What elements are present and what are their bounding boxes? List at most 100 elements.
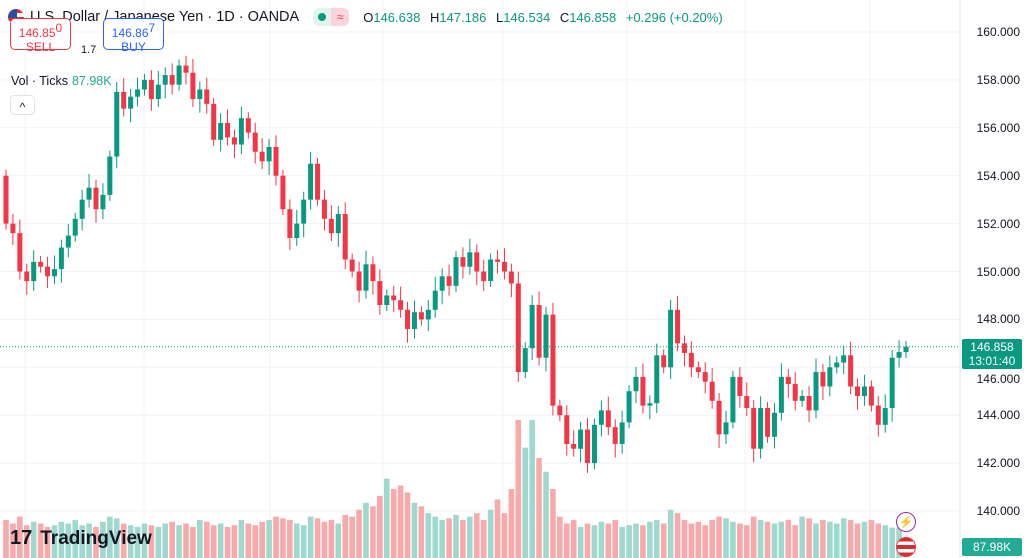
- lightning-icon[interactable]: ⚡: [896, 512, 916, 532]
- volume-bar: [840, 518, 847, 558]
- volume-bar: [640, 525, 646, 558]
- volume-bar: [577, 526, 584, 558]
- price-tick-label: 140.000: [976, 504, 1020, 518]
- volume-bar: [44, 526, 51, 558]
- volume-bar: [252, 525, 259, 558]
- candle-body: [266, 146, 272, 162]
- volume-bar: [300, 525, 307, 558]
- volume-bar: [65, 523, 72, 558]
- volume-bar: [598, 521, 605, 558]
- candle-body: [564, 415, 570, 444]
- candle-body: [231, 137, 237, 145]
- volume-bar: [307, 516, 314, 558]
- volume-bar: [93, 526, 99, 558]
- candle-body: [135, 89, 141, 97]
- volume-bar: [647, 521, 653, 558]
- volume-bar: [210, 525, 217, 558]
- volume-bar: [280, 518, 286, 558]
- candle-body: [647, 403, 653, 406]
- candle-body: [813, 372, 819, 411]
- candle-body: [58, 247, 64, 270]
- candle-body: [529, 305, 535, 349]
- candle-body: [612, 427, 618, 444]
- candle-body: [792, 384, 798, 401]
- buy-button[interactable]: 146.867 BUY: [103, 18, 164, 54]
- volume-bar: [349, 516, 355, 558]
- market-open-dot-icon: [313, 8, 332, 26]
- candle-body: [536, 305, 542, 358]
- volume-bar: [833, 523, 840, 558]
- price-tick-label: 144.000: [976, 408, 1020, 423]
- volume-bar: [58, 521, 65, 558]
- symbol-title[interactable]: U.S. Dollar / Japanese Yen · 1D · OANDA: [30, 9, 300, 25]
- candle-body: [758, 408, 764, 449]
- candle-body: [197, 89, 203, 100]
- candle-body: [370, 264, 376, 282]
- volume-legend[interactable]: Vol · Ticks 87.98K: [11, 74, 112, 88]
- volume-bar: [321, 521, 328, 558]
- candle-body: [308, 163, 314, 200]
- candle-body: [280, 175, 286, 210]
- price-tick-label: 146.000: [976, 372, 1020, 386]
- volume-bar: [543, 471, 549, 558]
- volume-bar: [86, 523, 92, 558]
- volume-bar: [397, 485, 404, 558]
- candle-body: [211, 103, 217, 140]
- price-tick-label: 160.000: [976, 25, 1020, 39]
- volume-bar: [612, 520, 619, 558]
- volume-bar: [418, 506, 425, 558]
- candle-body: [31, 261, 37, 282]
- volume-bar: [266, 520, 272, 558]
- candle-body: [391, 295, 397, 301]
- candle-body: [626, 391, 632, 423]
- candle-body: [515, 283, 521, 373]
- candle-body: [79, 199, 85, 219]
- volume-bar: [730, 521, 736, 558]
- candle-body: [834, 362, 840, 368]
- volume-bar: [23, 525, 30, 558]
- candle-body: [688, 352, 694, 368]
- volume-bar: [127, 525, 134, 558]
- candle-body: [169, 75, 175, 85]
- candle-body: [72, 218, 78, 236]
- candle-body: [121, 91, 127, 109]
- volume-bar: [432, 516, 439, 558]
- candle-body: [38, 261, 44, 267]
- volume-bar: [854, 523, 861, 558]
- candle-body: [162, 75, 168, 85]
- candle-body: [225, 123, 231, 138]
- candle-body: [495, 259, 501, 262]
- candle-body: [481, 271, 487, 282]
- volume-bar: [813, 523, 819, 558]
- candle-body: [501, 261, 507, 272]
- us-flag-icon[interactable]: [896, 537, 916, 557]
- volume-bar: [723, 518, 729, 558]
- candle-body: [453, 257, 459, 286]
- tradingview-logo[interactable]: 17 TradingView: [10, 527, 152, 549]
- candle-body: [889, 357, 895, 409]
- sell-button[interactable]: 146.850 SELL: [10, 18, 71, 54]
- volume-bar: [238, 520, 245, 558]
- volume-bar: [820, 520, 826, 558]
- volume-bar: [10, 523, 16, 558]
- volume-bar: [792, 525, 799, 558]
- volume-bar: [404, 492, 411, 558]
- candle-body: [259, 151, 265, 162]
- candle-body: [543, 314, 549, 358]
- volume-bar: [889, 527, 895, 558]
- price-tick-label: 148.000: [976, 312, 1020, 327]
- volume-bar: [557, 516, 563, 558]
- candle-body: [585, 429, 591, 464]
- volume-bar: [799, 516, 805, 558]
- candle-body: [675, 309, 681, 344]
- candle-body: [841, 355, 847, 363]
- volume-bar: [3, 520, 9, 558]
- volume-bar: [882, 525, 889, 558]
- collapse-legend-button[interactable]: ^: [10, 95, 35, 115]
- volume-bar: [37, 523, 44, 558]
- candle-body: [709, 381, 715, 401]
- volume-bar: [660, 523, 667, 558]
- market-status-badge[interactable]: ≈: [313, 8, 350, 26]
- volume-bar: [100, 521, 106, 558]
